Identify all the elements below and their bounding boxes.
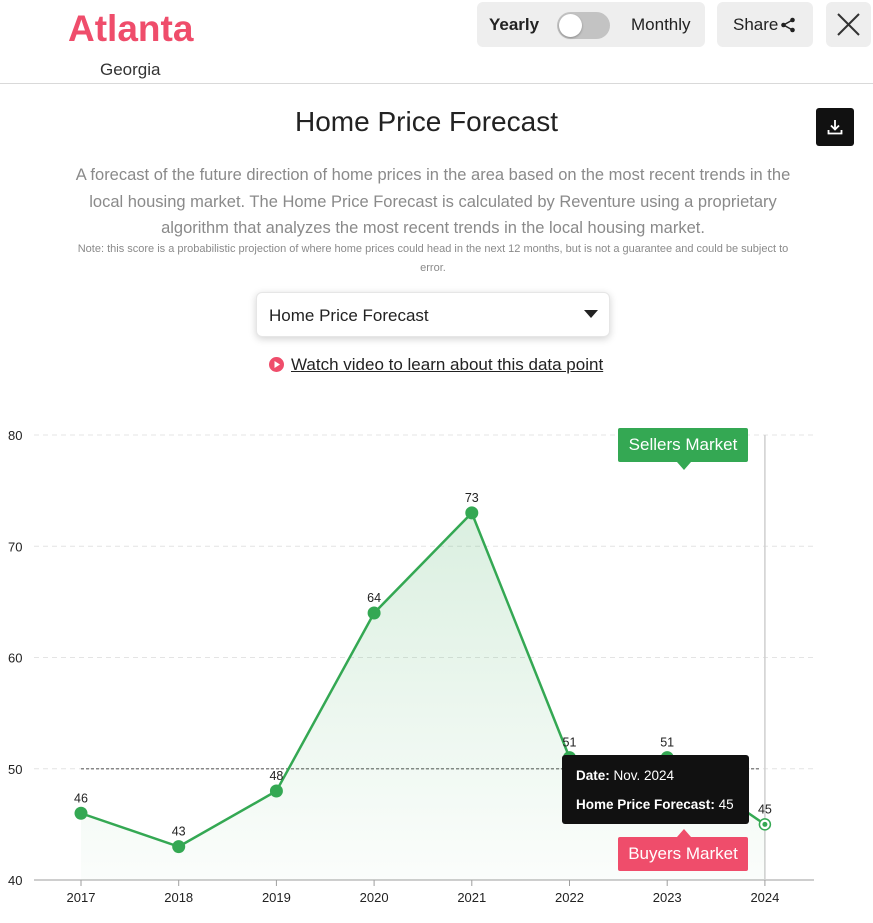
data-point: [465, 506, 479, 520]
x-tick-label: 2024: [750, 890, 779, 905]
sellers-market-callout: Sellers Market: [618, 428, 748, 470]
y-tick-label: 80: [8, 428, 22, 443]
chart-tooltip: Date: Nov. 2024 Home Price Forecast: 45: [562, 755, 749, 824]
tooltip-date-row: Date: Nov. 2024: [576, 768, 675, 783]
toggle-knob[interactable]: [559, 14, 582, 37]
page-title: Home Price Forecast: [295, 106, 558, 137]
y-tick-label: 70: [8, 539, 22, 554]
header-bar: Atlanta Georgia Yearly Monthly Share: [0, 0, 873, 84]
close-button[interactable]: [826, 2, 871, 47]
y-tick-label: 50: [8, 762, 22, 777]
x-tick-label: 2017: [67, 890, 96, 905]
data-label: 73: [465, 491, 479, 505]
city-title: Atlanta: [68, 8, 194, 49]
toggle-label-monthly[interactable]: Monthly: [631, 15, 691, 34]
metric-select-value: Home Price Forecast: [269, 306, 429, 325]
download-icon: [827, 120, 843, 135]
data-label: 64: [367, 591, 381, 605]
data-label: 51: [563, 736, 577, 750]
share-icon: [781, 17, 795, 33]
share-button[interactable]: Share: [717, 2, 813, 47]
data-label: 48: [269, 769, 283, 783]
x-tick-label: 2022: [555, 890, 584, 905]
video-link-text[interactable]: Watch video to learn about this data poi…: [291, 355, 604, 374]
data-label: 45: [758, 802, 772, 816]
download-button[interactable]: [816, 108, 854, 146]
buyers-market-callout: Buyers Market: [618, 829, 748, 871]
x-tick-label: 2019: [262, 890, 291, 905]
data-point: [367, 606, 381, 620]
toggle-label-yearly[interactable]: Yearly: [489, 15, 540, 34]
close-icon: [837, 13, 860, 36]
x-tick-label: 2023: [653, 890, 682, 905]
metric-select[interactable]: Home Price Forecast: [256, 292, 610, 337]
x-tick-label: 2020: [360, 890, 389, 905]
yearly-monthly-toggle[interactable]: Yearly Monthly: [477, 2, 705, 47]
state-subtitle: Georgia: [100, 60, 161, 79]
data-label: 46: [74, 791, 88, 805]
y-tick-label: 40: [8, 873, 22, 888]
x-tick-label: 2018: [164, 890, 193, 905]
data-label: 43: [172, 825, 186, 839]
tooltip-value-row: Home Price Forecast: 45: [576, 797, 734, 812]
toggle-switch[interactable]: [557, 12, 610, 39]
x-tick-label: 2021: [457, 890, 486, 905]
play-circle-icon: [269, 357, 284, 372]
y-tick-label: 60: [8, 651, 22, 666]
description-text: A forecast of the future direction of ho…: [75, 166, 791, 237]
share-label: Share: [733, 15, 779, 34]
data-point: [74, 806, 88, 820]
data-point: [269, 784, 283, 798]
caret-down-icon: [584, 310, 598, 318]
data-point: [762, 821, 768, 827]
data-point: [172, 840, 186, 854]
disclaimer-note: Note: this score is a probabilistic proj…: [77, 243, 789, 274]
data-label: 51: [660, 736, 674, 750]
